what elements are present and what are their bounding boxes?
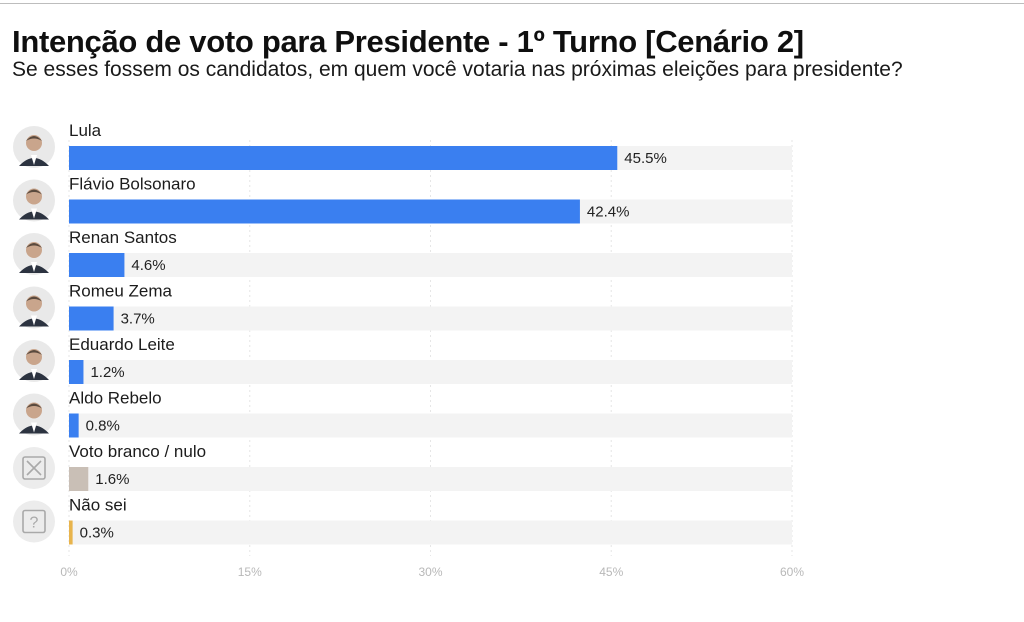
bar [69,253,125,277]
icon-box [22,509,46,534]
avatar-collar [31,422,37,433]
category-label: Romeu Zema [69,282,173,301]
x-tick-label: 60% [780,565,804,579]
x-tick-label: 0% [60,565,78,579]
bar [69,467,89,491]
bar-track [69,360,792,384]
bar-track [69,520,792,545]
candidate-avatar [13,179,55,222]
x-tick-label: 15% [238,565,262,579]
avatar-collar [31,262,37,272]
avatar-collar [31,315,37,326]
bar [69,306,114,331]
top-divider [0,3,1024,4]
bar [69,199,580,224]
icon-glyph: ? [30,515,39,532]
avatar-hair [26,296,42,302]
avatar-hair [26,403,42,409]
avatar-hair [26,189,42,195]
bar [69,413,79,438]
avatar-hair [26,350,42,355]
candidate-avatar [13,340,55,382]
x-tick-label: 45% [599,565,623,579]
bar [69,520,73,545]
candidate-avatar [13,393,55,436]
value-label: 4.6% [131,257,165,274]
bar-track [69,306,792,331]
category-label: Lula [69,121,102,140]
value-label: 3.7% [121,311,155,328]
value-label: 0.8% [86,418,120,435]
candidate-avatar [13,233,55,275]
value-label: 1.6% [95,471,129,488]
value-label: 45.5% [624,150,667,167]
blank-vote-icon [13,447,55,489]
bar-track [69,467,792,491]
category-label: Eduardo Leite [69,335,175,354]
icon-box [22,456,46,480]
bar [69,146,618,170]
category-label: Aldo Rebelo [69,389,162,408]
chart-title: Intenção de voto para Presidente - 1º Tu… [12,24,804,59]
avatar-collar [31,155,37,165]
chart-subtitle: Se esses fossem os candidatos, em quem v… [12,58,903,81]
candidate-avatar [13,286,55,329]
bar-track [69,253,792,277]
question-icon: ? [13,500,55,543]
avatar-hair [26,136,42,141]
bar [69,360,84,384]
avatar-collar [31,208,37,219]
category-label: Voto branco / nulo [69,442,206,461]
value-label: 1.2% [90,364,124,381]
icon-cross-line [26,460,42,476]
avatar-collar [31,369,37,379]
x-tick-label: 30% [418,565,442,579]
category-label: Não sei [69,496,127,515]
category-label: Flávio Bolsonaro [69,175,196,194]
candidate-avatar [13,126,55,168]
category-label: Renan Santos [69,228,177,247]
value-label: 0.3% [80,525,114,542]
value-label: 42.4% [587,204,630,221]
avatar-hair [26,243,42,248]
bar-track [69,413,792,438]
